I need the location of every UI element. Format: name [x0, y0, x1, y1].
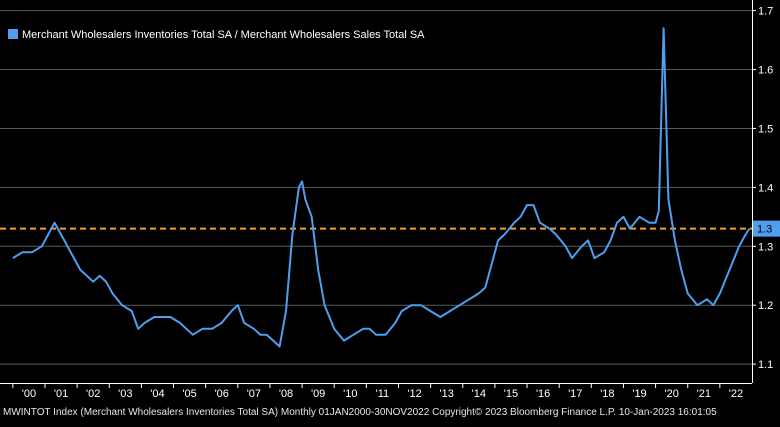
y-tick-label: 1.1 — [758, 359, 773, 371]
x-tick-label: '11 — [376, 388, 390, 400]
y-tick-label: 1.5 — [758, 123, 773, 135]
y-tick-label: 1.2 — [758, 300, 773, 312]
x-tick-label: '22 — [729, 388, 743, 400]
x-tick-label: '01 — [54, 388, 68, 400]
chart-footer: MWINTOT Index (Merchant Wholesalers Inve… — [3, 407, 717, 418]
x-tick-label: '19 — [632, 388, 646, 400]
x-tick-label: '20 — [664, 388, 678, 400]
x-tick-label: '07 — [247, 388, 261, 400]
x-tick-label: '10 — [343, 388, 357, 400]
x-tick-label: '09 — [311, 388, 325, 400]
y-tick-label: 1.4 — [758, 182, 773, 194]
last-value-badge — [753, 220, 780, 237]
x-tick-label: '13 — [440, 388, 454, 400]
x-tick-label: '21 — [697, 388, 711, 400]
legend-swatch — [8, 29, 18, 39]
x-tick-label: '00 — [22, 388, 36, 400]
y-tick-label: 1.6 — [758, 65, 773, 77]
legend-label: Merchant Wholesalers Inventories Total S… — [22, 29, 425, 41]
x-tick-label: '06 — [215, 388, 229, 400]
x-tick-label: '03 — [118, 388, 132, 400]
x-tick-label: '15 — [504, 388, 518, 400]
x-tick-label: '08 — [279, 388, 293, 400]
last-value-label: 1.3 — [757, 224, 772, 236]
x-tick-label: '12 — [407, 388, 421, 400]
x-tick-label: '16 — [536, 388, 550, 400]
series-line — [12, 27, 751, 348]
x-tick-label: '05 — [182, 388, 196, 400]
x-tick-label: '14 — [472, 388, 486, 400]
x-tick-label: '18 — [600, 388, 614, 400]
x-tick-label: '04 — [150, 388, 164, 400]
y-tick-label: 1.7 — [758, 6, 773, 18]
x-tick-label: '17 — [568, 388, 582, 400]
x-tick-label: '02 — [86, 388, 100, 400]
y-tick-label: 1.3 — [758, 241, 773, 253]
legend-box — [3, 23, 443, 43]
